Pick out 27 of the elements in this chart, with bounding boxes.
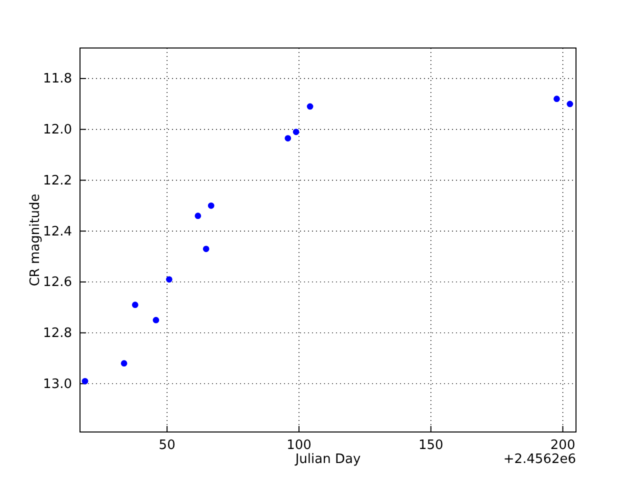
point — [284, 135, 292, 142]
y-tick-label: 12.8 — [43, 326, 72, 341]
point — [566, 100, 574, 108]
x-tick-label: 150 — [418, 438, 444, 454]
x-tick-label: 100 — [286, 438, 312, 454]
y-axis-title: CR magnitude — [28, 194, 43, 286]
text: +2.4562e6 — [503, 452, 576, 467]
y-tick-label: 13.0 — [43, 376, 72, 392]
point — [120, 360, 128, 367]
x-tick-label: 50 — [158, 438, 176, 454]
y-tick-label: 12.2 — [43, 173, 72, 188]
point — [306, 103, 314, 110]
point — [166, 276, 172, 283]
x-axis-title: Julian Day — [294, 452, 361, 467]
point — [208, 202, 214, 209]
point — [292, 128, 300, 136]
y-tick-label: 12.4 — [43, 224, 72, 240]
point — [194, 212, 202, 220]
point — [132, 302, 138, 308]
point — [152, 316, 160, 324]
point — [554, 96, 560, 102]
y-tick-label: 11.8 — [43, 72, 72, 87]
point — [202, 246, 210, 252]
y-tick-label: 12.0 — [43, 122, 72, 138]
y-tick-label: 12.6 — [43, 275, 72, 290]
point — [82, 378, 88, 384]
x-tick-label: 200 — [550, 438, 576, 454]
